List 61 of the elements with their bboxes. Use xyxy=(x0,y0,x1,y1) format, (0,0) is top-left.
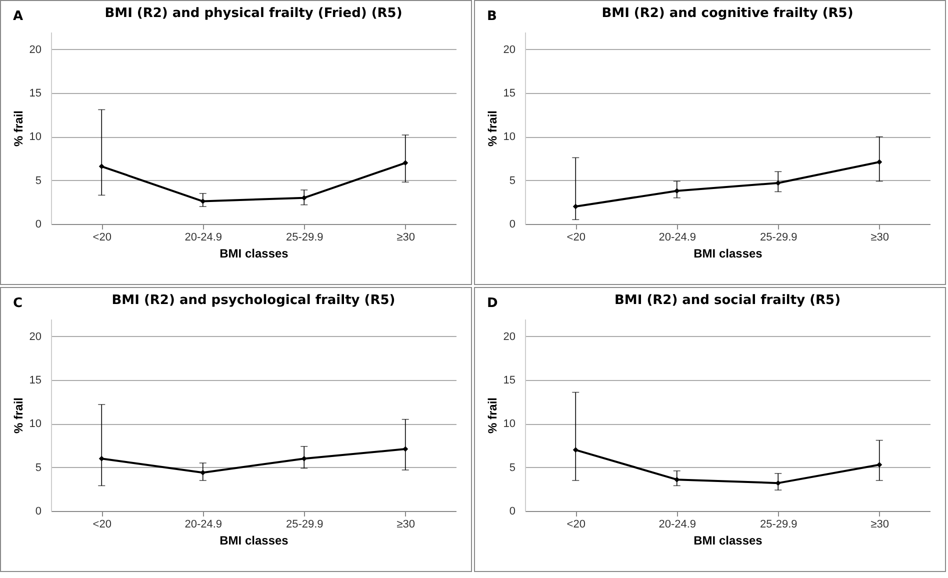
x-tick-label: 25-29.9 xyxy=(760,518,798,530)
point xyxy=(402,446,408,452)
point xyxy=(98,164,104,170)
y-tick-label: 5 xyxy=(509,174,516,187)
y-tick-label: 0 xyxy=(509,218,516,230)
x-tick-label: ≥30 xyxy=(870,232,890,244)
text: A xyxy=(13,9,24,24)
point xyxy=(98,456,104,462)
y-axis-title: % frail xyxy=(485,110,500,147)
x-tick-label: 25-29.9 xyxy=(286,232,324,244)
x-axis-title: BMI classes xyxy=(694,534,763,548)
chart-title: BMI (R2) and physical frailty (Fried) (R5) xyxy=(104,6,402,21)
y-tick-label: 5 xyxy=(35,462,42,474)
x-tick-label: 20-24.9 xyxy=(184,518,222,530)
x-tick-label: 20-24.9 xyxy=(184,232,222,244)
point xyxy=(402,160,408,166)
y-tick-label: 10 xyxy=(29,418,42,430)
y-tick-label: 0 xyxy=(35,506,42,518)
x-tick-label: 25-29.9 xyxy=(760,232,798,244)
y-tick-label: 0 xyxy=(509,506,516,518)
y-axis-title: % frail xyxy=(11,397,26,434)
y-axis-title: % frail xyxy=(11,110,26,147)
x-tick-label: 20-24.9 xyxy=(658,232,696,244)
y-tick-label: 10 xyxy=(29,131,42,144)
y-tick-label: 20 xyxy=(29,44,42,56)
y-tick-label: 20 xyxy=(503,330,516,343)
y-tick-label: 10 xyxy=(503,418,516,430)
text: B xyxy=(487,9,497,24)
y-tick-label: 0 xyxy=(35,218,42,230)
x-tick-label: <20 xyxy=(566,232,586,244)
y-tick-label: 15 xyxy=(503,88,516,100)
x-tick-label: ≥30 xyxy=(396,232,416,244)
y-axis-title: % frail xyxy=(485,397,500,434)
y-tick-label: 5 xyxy=(35,174,42,187)
x-axis-title: BMI classes xyxy=(220,534,289,548)
point xyxy=(572,447,578,453)
y-tick-label: 20 xyxy=(503,44,516,56)
x-axis-title: BMI classes xyxy=(220,246,289,260)
point xyxy=(876,462,882,468)
text: C xyxy=(13,296,23,311)
x-tick-label: ≥30 xyxy=(396,518,416,530)
x-tick-label: <20 xyxy=(92,518,112,530)
y-tick-label: 5 xyxy=(509,462,516,474)
x-tick-label: 25-29.9 xyxy=(286,518,324,530)
chart-title: BMI (R2) and cognitive frailty (R5) xyxy=(602,6,854,21)
y-tick-label: 10 xyxy=(503,131,516,144)
y-tick-label: 15 xyxy=(29,88,42,100)
x-tick-label: <20 xyxy=(92,232,112,244)
chart-title: BMI (R2) and psychological frailty (R5) xyxy=(112,293,396,308)
x-tick-label: 20-24.9 xyxy=(658,518,696,530)
y-tick-label: 15 xyxy=(29,374,42,387)
point xyxy=(876,159,882,165)
point xyxy=(200,470,206,476)
point xyxy=(572,204,578,210)
x-tick-label: ≥30 xyxy=(870,518,890,530)
y-tick-label: 15 xyxy=(503,374,516,387)
y-tick-label: 20 xyxy=(29,330,42,343)
x-tick-label: <20 xyxy=(566,518,586,530)
x-axis-title: BMI classes xyxy=(694,246,763,260)
text: D xyxy=(487,296,498,311)
chart-title: BMI (R2) and social frailty (R5) xyxy=(614,293,841,308)
